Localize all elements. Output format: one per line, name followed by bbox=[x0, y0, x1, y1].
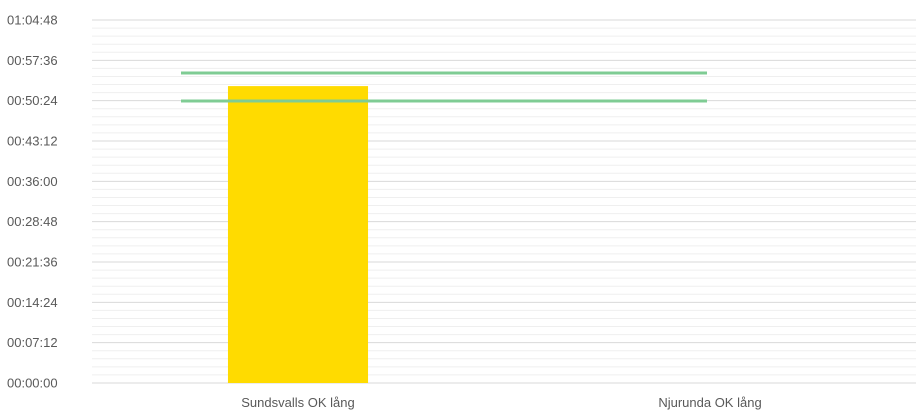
y-tick-label: 00:21:36 bbox=[7, 255, 58, 270]
y-axis-tick-labels: 00:00:00 00:07:12 00:14:24 00:21:36 00:28:48… bbox=[7, 13, 58, 391]
y-tick-label: 00:50:24 bbox=[7, 93, 58, 108]
y-tick-label: 00:14:24 bbox=[7, 295, 58, 310]
bar bbox=[227, 86, 369, 383]
y-tick-label: 00:28:48 bbox=[7, 214, 58, 229]
y-tick-label: 00:36:00 bbox=[7, 174, 58, 189]
reference-lines bbox=[181, 71, 707, 103]
x-axis-tick-labels: Sundsvalls OK lång Njurunda OK lång bbox=[241, 395, 761, 410]
x-tick-label: Njurunda OK lång bbox=[658, 395, 761, 410]
minor-gridlines bbox=[92, 27, 916, 376]
y-tick-label: 00:57:36 bbox=[7, 53, 58, 68]
y-tick-label: 00:07:12 bbox=[7, 335, 58, 350]
y-tick-label: 01:04:48 bbox=[7, 13, 58, 28]
y-tick-label: 00:00:00 bbox=[7, 376, 58, 391]
y-tick-label: 00:43:12 bbox=[7, 134, 58, 149]
x-tick-label: Sundsvalls OK lång bbox=[241, 395, 354, 410]
bars bbox=[227, 86, 369, 383]
